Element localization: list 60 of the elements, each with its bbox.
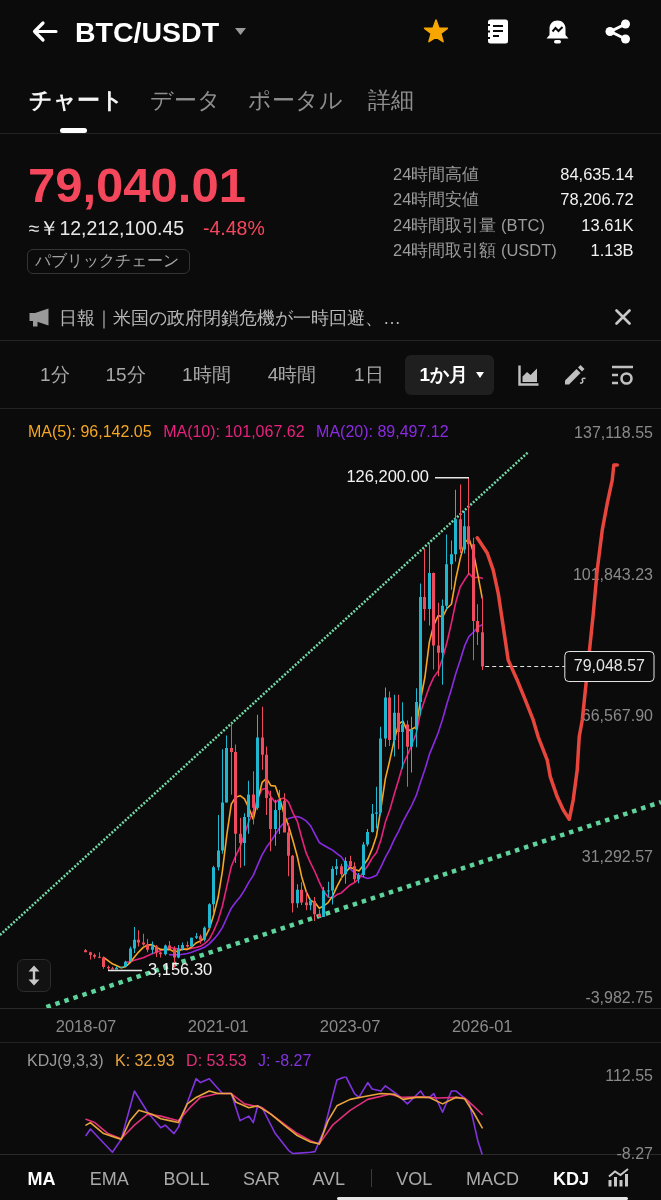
text: 詳細 — [368, 86, 414, 115]
text: BTC/USDT — [75, 14, 220, 50]
y-tick-label: 112.55 — [605, 1066, 654, 1084]
text: 84,635.14 — [560, 163, 634, 185]
text: 1時間 — [182, 363, 231, 388]
candlestick — [230, 723, 233, 795]
text: MA — [27, 1168, 56, 1192]
candlestick — [137, 930, 140, 947]
y-tick-label: 137,118.55 — [574, 424, 654, 442]
x-tick-label: 2023-07 — [319, 1017, 381, 1036]
candlestick — [437, 602, 440, 677]
text: BOLL — [163, 1168, 210, 1192]
text: データ — [149, 86, 221, 115]
candlestick — [195, 933, 198, 940]
text: KDJ — [553, 1168, 590, 1192]
text: 1日 — [354, 363, 384, 388]
candlestick — [151, 941, 154, 954]
x-tick-label: 2018-07 — [55, 1017, 117, 1036]
x-tick-label: 2026-01 — [451, 1017, 513, 1036]
text: 24時間安値 — [393, 188, 480, 210]
text: ポータル — [247, 86, 343, 115]
text: パブリックチェーン — [34, 251, 179, 272]
text: 1分 — [40, 363, 70, 388]
text: 78,206.72 — [560, 188, 634, 210]
candlestick — [401, 702, 404, 769]
text: 1.13B — [590, 240, 634, 262]
text: MA(20): 89,497.12 — [316, 423, 449, 441]
text: 日報｜米国の政府閉鎖危機が一時回避、… — [59, 306, 401, 330]
series-label: J: -8.27 — [258, 1052, 312, 1070]
text: VOL — [396, 1168, 433, 1192]
text: 13.61K — [581, 215, 634, 236]
text: MA(10): 101,067.62 — [163, 423, 305, 441]
y-tick-label: 31,292.57 — [581, 848, 654, 866]
annotation: 126,200.00 — [346, 467, 429, 486]
text: ≈￥12,212,100.45 — [28, 215, 185, 240]
candlestick — [93, 953, 96, 959]
y-tick-label: -8.27 — [616, 1144, 654, 1162]
text: 24時間取引量 (BTC) — [393, 215, 545, 236]
text: 4時間 — [267, 363, 317, 388]
text: 24時間取引額 (USDT) — [393, 240, 557, 262]
text: K: 32.93 — [114, 1052, 175, 1070]
text: EMA — [89, 1168, 129, 1192]
candlestick — [186, 941, 189, 948]
ref-line-label: 79,048.57 — [573, 657, 646, 675]
text: 79,040.01 — [28, 157, 246, 214]
chart-title: KDJ(9,3,3) — [27, 1052, 104, 1070]
text: MA(5): 96,142.05 — [28, 423, 152, 441]
series-label: D: 53.53 — [186, 1052, 247, 1070]
y-tick-label: 66,567.90 — [581, 706, 654, 724]
y-tick-label: -3,982.75 — [585, 989, 654, 1007]
text: チャート — [29, 86, 124, 115]
text: MACD — [465, 1168, 519, 1192]
text: SAR — [243, 1168, 281, 1192]
candlestick — [375, 786, 378, 829]
text: 24時間高値 — [393, 163, 480, 185]
text: 15分 — [105, 363, 146, 388]
text: -4.48% — [203, 215, 265, 240]
text: 1か月 — [419, 363, 469, 388]
text: AVL — [312, 1168, 346, 1192]
x-tick-label: 2021-01 — [187, 1017, 249, 1036]
